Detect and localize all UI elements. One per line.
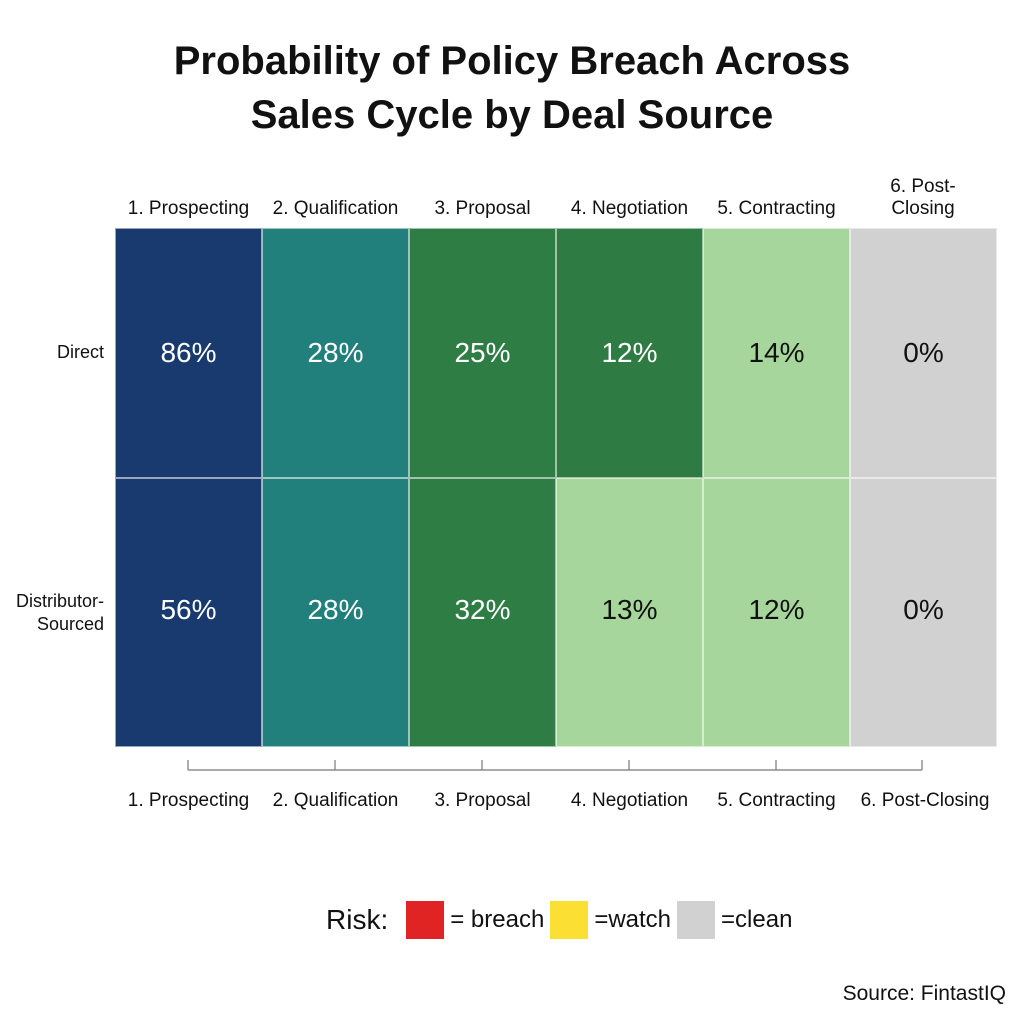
heatmap-cell: 25%: [409, 228, 556, 478]
column-label-bottom: 5. Contracting: [717, 790, 836, 811]
column-label-top: 5. Contracting: [717, 198, 836, 219]
column-label-top: 6. Post-Closing: [890, 176, 956, 219]
heatmap-cell: 0%: [850, 228, 997, 478]
heatmap-cell: 12%: [556, 228, 703, 478]
source-note: Source: FintastIQ: [842, 982, 1006, 1005]
legend-label-watch: =watch: [594, 906, 672, 933]
heatmap-cell: 14%: [703, 228, 850, 478]
column-label-top: 1. Prospecting: [127, 198, 250, 219]
heatmap-cell: 86%: [115, 228, 262, 478]
column-label-bottom: 2. Qualification: [272, 790, 399, 811]
heatmap-cell: 32%: [409, 478, 556, 747]
heatmap-cell: 12%: [703, 478, 850, 747]
legend-label-clean: =clean: [721, 906, 793, 933]
column-label-bottom: 6. Post-Closing: [860, 790, 990, 811]
column-label-top: 2. Qualification: [272, 198, 399, 219]
legend-title: Risk:: [326, 904, 389, 935]
heatmap-cell: 56%: [115, 478, 262, 747]
legend-swatch-breach: [406, 901, 445, 939]
column-label-bottom: 4. Negotiation: [570, 790, 689, 811]
row-label: Distributor-Sourced: [15, 590, 104, 634]
heatmap-cell: 0%: [850, 478, 997, 747]
heatmap-cell: 28%: [262, 228, 409, 478]
legend-label-breach: = breach: [450, 906, 545, 933]
row-label: Direct: [56, 342, 104, 362]
heatmap-cell: 13%: [556, 478, 703, 747]
column-label-bottom: 3. Proposal: [434, 790, 531, 811]
legend-swatch-clean: [677, 901, 716, 939]
heatmap-cell: 28%: [262, 478, 409, 747]
chart-title-line-2: Sales Cycle by Deal Source: [250, 93, 774, 137]
legend: Risk: = breach =watch =clean: [326, 900, 798, 940]
column-label-bottom: 1. Prospecting: [127, 790, 250, 811]
column-label-top: 3. Proposal: [434, 198, 531, 219]
chart-title: Probability of Policy Breach Across Sale…: [0, 34, 1024, 142]
legend-swatch-watch: [550, 901, 589, 939]
chart-title-line-1: Probability of Policy Breach Across: [173, 39, 851, 83]
column-label-top: 4. Negotiation: [570, 198, 689, 219]
